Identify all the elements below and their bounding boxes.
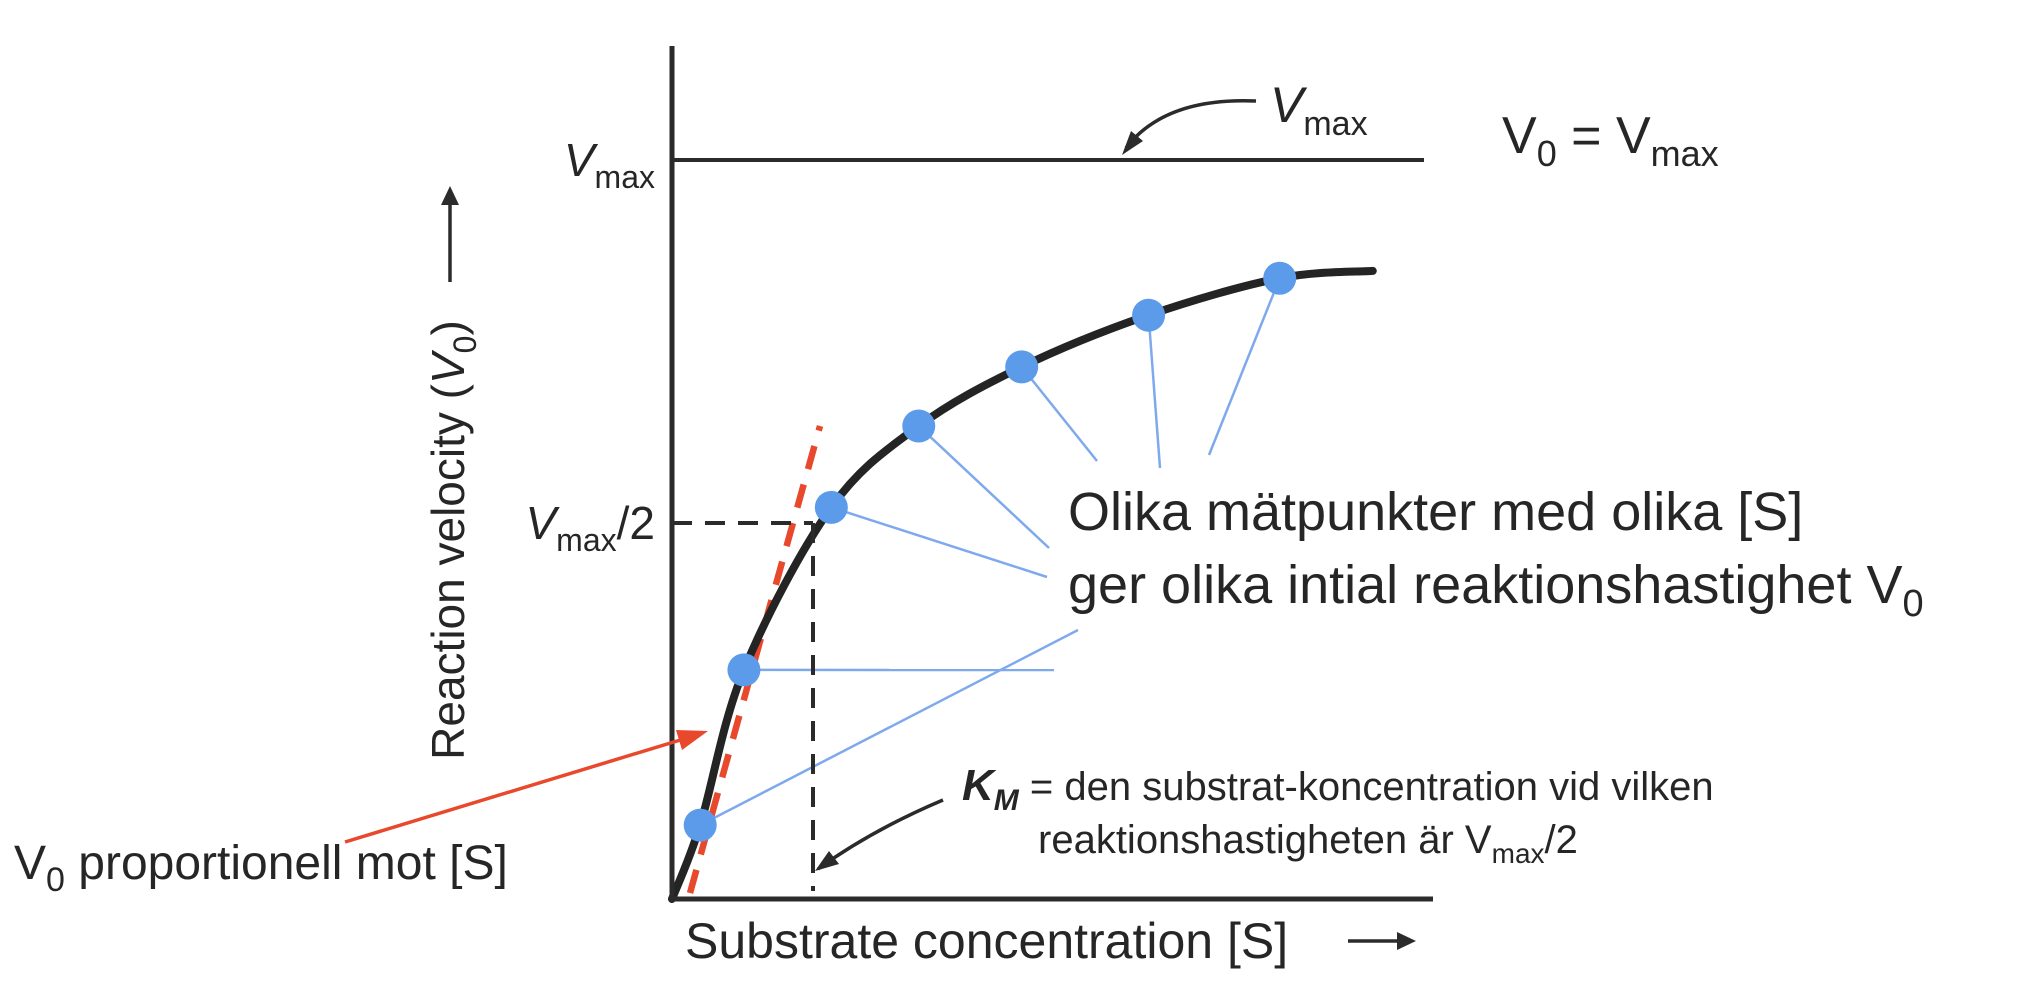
vmax-tick-label: Vmax	[564, 134, 655, 195]
km-arrow-icon	[815, 851, 839, 871]
x-axis-label: Substrate concentration [S]	[685, 913, 1288, 969]
measurement-note: Olika mätpunkter med olika [S] ger olika…	[1068, 482, 1924, 625]
data-point	[727, 653, 761, 687]
leader-line	[699, 628, 1079, 827]
data-point	[902, 409, 936, 443]
half-vmax-tick-label: Vmax/2	[525, 497, 655, 558]
data-point	[814, 490, 848, 524]
leader-lines-group	[699, 277, 1281, 827]
vmax-callout-arrow-shaft	[1124, 98, 1257, 150]
km-note-line2: reaktionshastigheten är Vmax/2	[1038, 818, 1578, 869]
vmax-callout-label: Vmax	[1270, 77, 1368, 143]
measurement-note-line1: Olika mätpunkter med olika [S]	[1068, 482, 1803, 542]
leader-line	[1207, 277, 1281, 456]
axes	[669, 46, 1433, 902]
data-point	[1005, 350, 1039, 384]
leader-line	[1020, 366, 1098, 462]
data-point	[1132, 298, 1166, 332]
y-axis-label: Reaction velocity (V0)	[422, 320, 483, 760]
leader-line	[917, 425, 1050, 549]
data-point	[683, 808, 717, 842]
red-arrow-icon	[676, 730, 708, 750]
vmax-callout-arrow-icon	[1122, 131, 1143, 155]
leader-line	[1147, 315, 1162, 469]
km-arrow-shaft	[816, 798, 944, 871]
red-arrow-shaft	[344, 732, 701, 844]
data-point	[1263, 261, 1297, 295]
v0-equals-vmax-label: V0 = Vmax	[1502, 107, 1719, 174]
v0-proportional-label: V0 proportionell mot [S]	[14, 837, 508, 899]
data-points-group	[683, 261, 1297, 842]
km-note-line1: KM = den substrat-koncentration vid vilk…	[962, 761, 1714, 817]
y-axis-arrow-icon	[441, 186, 459, 205]
measurement-note-line2: ger olika intial reaktionshastighet V0	[1068, 555, 1924, 625]
x-axis-arrow-icon	[1397, 932, 1416, 950]
leader-line	[830, 506, 1048, 579]
